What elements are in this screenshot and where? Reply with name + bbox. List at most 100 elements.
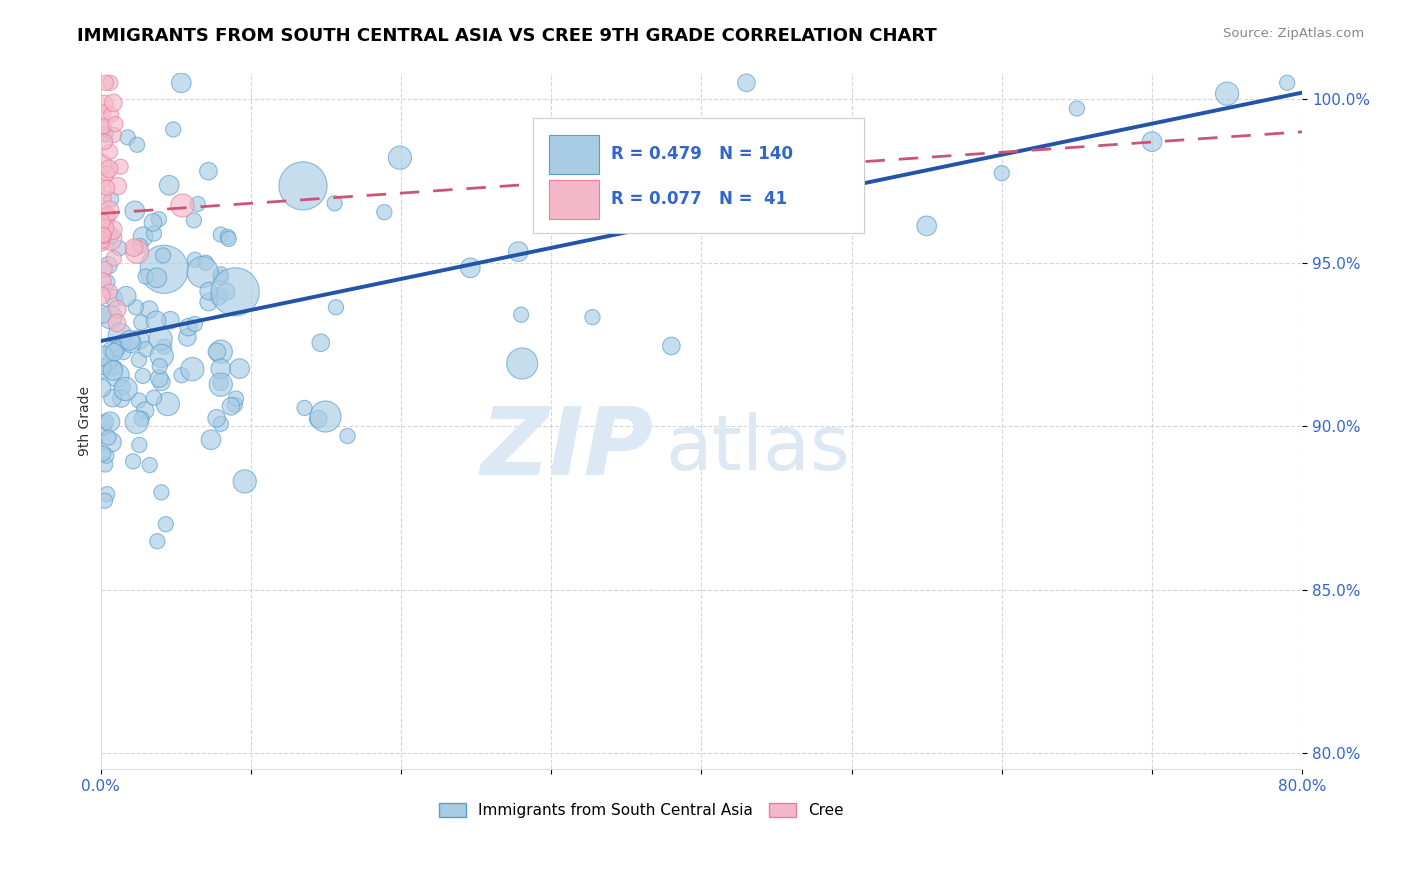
Point [150,375,173,389]
Point [103,95,125,110]
Point [1216,87,1239,101]
Point [96,166,118,180]
Point [100,343,122,358]
Point [110,392,132,406]
Legend: Immigrants from South Central Asia, Cree: Immigrants from South Central Asia, Cree [433,797,851,824]
Point [187,197,209,211]
Point [659,339,682,353]
Point [93,262,115,277]
Point [100,229,122,244]
Point [209,377,232,392]
Point [91,364,114,378]
Point [135,269,157,284]
Point [197,284,219,298]
Point [91,381,114,395]
Point [108,327,131,342]
Point [323,196,346,211]
Point [90,121,112,136]
Point [183,213,205,227]
Text: Source: ZipAtlas.com: Source: ZipAtlas.com [1223,27,1364,40]
Text: IMMIGRANTS FROM SOUTH CENTRAL ASIA VS CREE 9TH GRADE CORRELATION CHART: IMMIGRANTS FROM SOUTH CENTRAL ASIA VS CR… [77,27,936,45]
Point [103,128,125,142]
Point [98,355,121,369]
Point [209,267,232,281]
Point [98,76,121,90]
FancyBboxPatch shape [548,135,599,174]
Point [205,344,228,359]
Point [336,429,359,443]
Point [294,401,316,415]
Point [315,409,337,424]
Point [93,119,115,133]
Point [98,161,121,176]
Point [129,239,152,253]
Point [228,361,250,376]
Point [93,359,115,374]
Point [373,205,395,219]
Point [735,76,758,90]
Point [100,193,122,207]
Point [150,349,173,363]
Point [101,391,124,405]
Point [100,310,122,325]
Point [149,359,172,373]
Point [111,380,134,394]
Point [194,256,217,270]
Point [197,295,219,310]
Point [125,300,148,314]
Point [94,493,117,508]
FancyBboxPatch shape [533,119,863,233]
Point [209,344,232,359]
FancyBboxPatch shape [548,179,599,219]
Point [1140,135,1163,149]
Point [157,178,180,193]
Point [93,349,115,363]
Point [94,210,117,224]
Point [224,398,246,412]
Point [98,145,121,159]
Point [159,313,181,327]
Point [129,315,152,329]
Point [191,265,214,279]
Point [120,335,142,350]
Point [94,76,117,90]
Point [98,415,121,429]
Point [146,534,169,549]
Point [103,252,125,266]
Point [915,219,938,233]
Point [152,248,174,262]
Point [98,285,121,299]
Point [103,291,125,305]
Point [101,363,124,377]
Point [107,179,129,194]
Point [91,105,114,120]
Point [181,362,204,376]
Point [131,411,153,425]
Point [209,361,232,376]
Point [172,198,194,212]
Point [138,458,160,472]
Point [90,235,112,249]
Point [98,231,121,245]
Point [91,418,114,433]
Point [209,270,232,285]
Point [125,137,148,152]
Point [145,314,167,328]
Point [98,203,121,218]
Point [112,345,135,359]
Point [142,215,165,229]
Point [125,244,148,259]
Point [177,320,200,334]
Point [96,275,118,289]
Point [224,285,246,299]
Point [307,412,329,426]
Point [122,241,145,255]
Point [156,397,179,411]
Point [170,76,193,90]
Point [209,376,232,390]
Point [101,223,124,237]
Point [117,130,139,145]
Point [114,382,136,396]
Point [1066,102,1088,116]
Point [325,301,347,315]
